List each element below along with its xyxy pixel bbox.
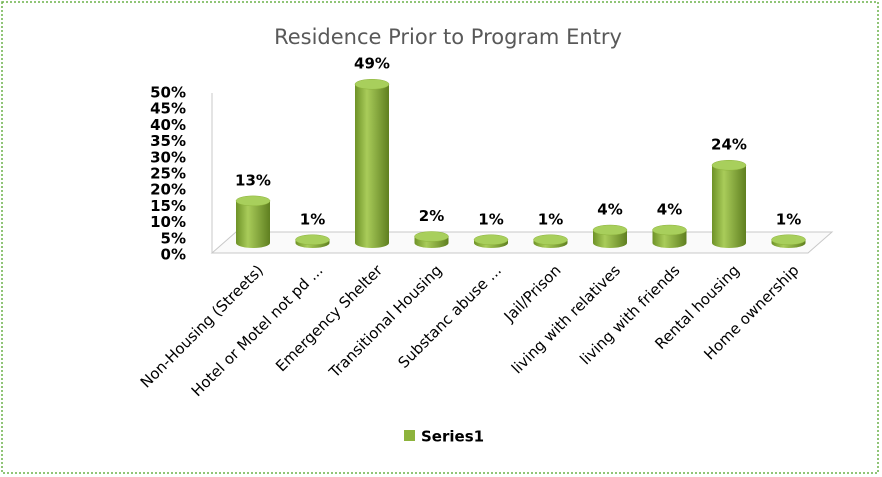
y-tick-label: 15% [150, 197, 186, 215]
bar-top [711, 159, 747, 171]
value-label: 4% [657, 201, 682, 219]
value-label: 2% [419, 207, 444, 225]
value-label: 4% [597, 201, 622, 219]
value-label: 49% [354, 55, 390, 73]
y-tick-label: 20% [150, 181, 186, 199]
bar [236, 200, 270, 248]
y-tick-label: 5% [161, 229, 186, 247]
value-label: 1% [300, 210, 325, 228]
legend-swatch [404, 430, 415, 441]
bar [355, 84, 389, 249]
y-tick-label: 30% [150, 148, 186, 166]
bar-top [295, 234, 330, 246]
y-tick-label: 25% [150, 165, 186, 183]
value-label: 24% [711, 136, 747, 154]
y-tick-label: 0% [161, 246, 186, 264]
bar-top [473, 234, 509, 246]
value-label: 1% [478, 210, 503, 228]
y-tick-label: 10% [150, 213, 186, 231]
bar-top [235, 195, 271, 207]
bar-top [354, 78, 390, 90]
bar [712, 165, 746, 248]
y-tick-label: 45% [150, 100, 186, 118]
value-label: 13% [235, 171, 271, 189]
value-label: 1% [776, 210, 801, 228]
bar-top [771, 234, 806, 246]
bar-top [592, 224, 628, 236]
y-tick-label: 50% [150, 84, 186, 102]
chart-title: Residence Prior to Program Entry [274, 25, 622, 49]
bar-top [414, 231, 449, 242]
value-label: 1% [538, 210, 563, 228]
bar-top [652, 224, 687, 236]
y-tick-label: 40% [150, 116, 186, 134]
legend-label: Series1 [421, 428, 484, 446]
y-tick-label: 35% [150, 132, 186, 150]
bar-top [533, 234, 568, 246]
